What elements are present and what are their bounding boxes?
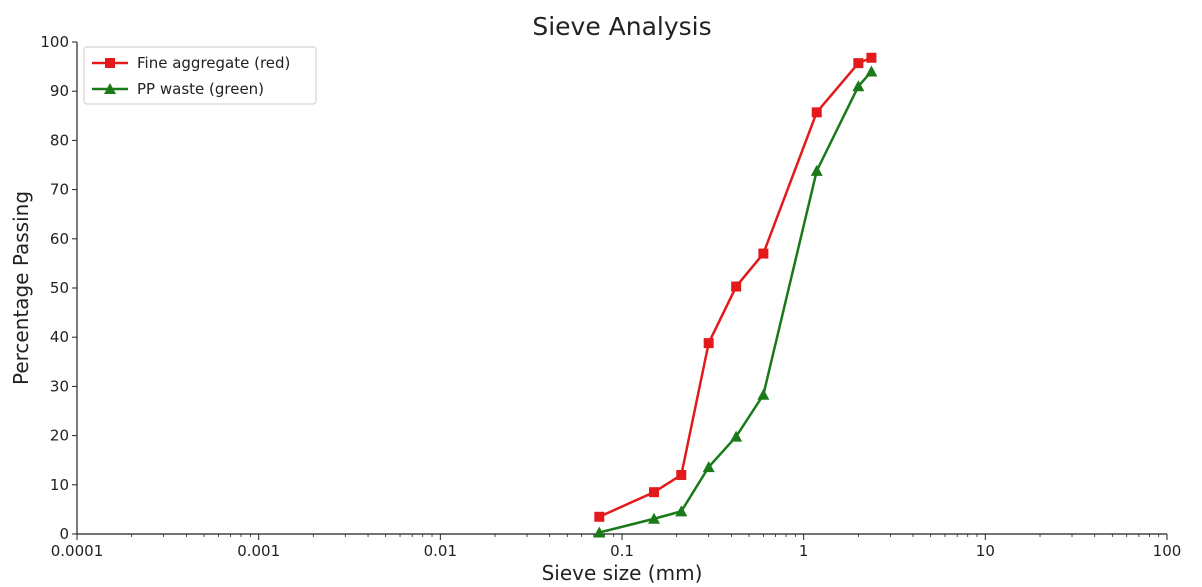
series-layer [593,52,878,538]
legend-marker [104,83,116,94]
x-tick-label: 0.0001 [51,542,104,560]
data-point [675,505,688,517]
y-tick-label: 10 [50,476,69,494]
data-point [676,469,687,480]
x-tick-label: 100 [1153,542,1182,560]
x-axis-label: Sieve size (mm) [542,561,703,585]
axis-ticks: 0 10 20 30 40 50 60 70 80 90 100 0.0001 0.001 0.01 0.1… [40,33,1181,560]
x-tick-label: 0.1 [610,542,634,560]
y-tick-label: 60 [50,230,69,248]
x-tick-label: 0.01 [424,542,457,560]
data-point [594,511,605,522]
data-point [648,487,659,498]
y-tick-label: 50 [50,279,69,297]
y-tick-label: 0 [59,525,69,543]
legend-item: Fine aggregate (red) [92,54,290,72]
data-point [811,107,822,118]
legend-label: Fine aggregate (red) [137,54,290,72]
y-axis-label: Percentage Passing [9,191,33,385]
data-point [703,338,714,349]
data-point [853,58,864,69]
data-point [852,80,865,92]
data-point [866,52,877,63]
y-tick-label: 20 [50,427,69,445]
series-fine-aggregate [594,52,877,522]
data-point [758,248,769,259]
legend-marker [105,58,115,68]
y-tick-label: 90 [50,82,69,100]
y-tick-label: 30 [50,377,69,395]
series-pp-waste [593,65,878,538]
chart-title: Sieve Analysis [532,12,711,41]
data-point [647,512,660,524]
legend-item: PP waste (green) [92,80,264,98]
data-point [865,65,878,77]
y-tick-label: 80 [50,131,69,149]
series-line [598,70,873,534]
x-tick-label: 10 [976,542,995,560]
y-tick-label: 70 [50,181,69,199]
legend-box [83,46,317,105]
y-tick-label: 100 [40,33,69,51]
data-point [702,461,715,473]
y-tick-label: 40 [50,328,69,346]
x-tick-label: 1 [799,542,809,560]
legend-label: PP waste (green) [137,80,264,98]
data-point [810,164,823,176]
data-point [757,388,770,400]
x-tick-label: 0.001 [237,542,280,560]
legend: Fine aggregate (red) PP waste (green) [83,46,317,105]
data-point [731,281,742,292]
data-point [593,526,606,538]
data-point [730,430,743,442]
